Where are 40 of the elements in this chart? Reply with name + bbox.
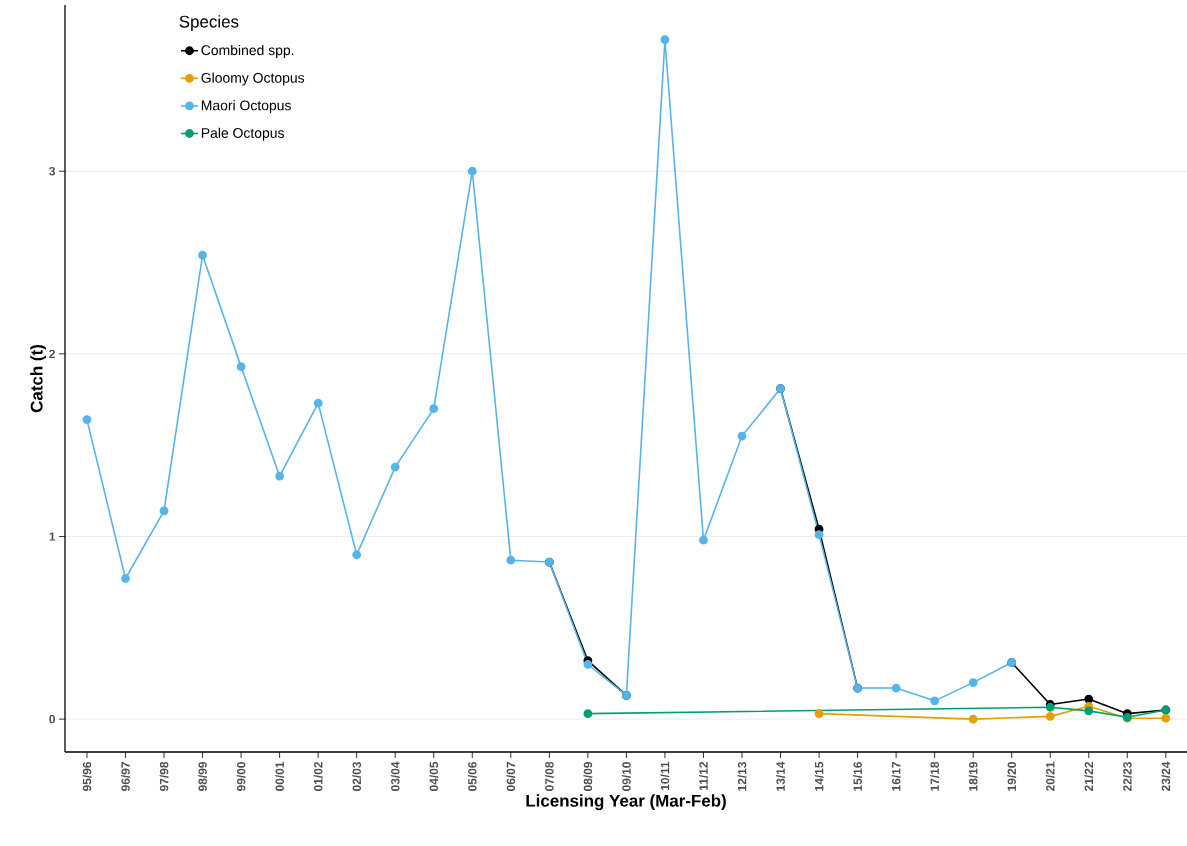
y-tick-label: 2 — [49, 349, 55, 359]
x-tick-label: 97/98 — [159, 761, 169, 792]
legend-label: Maori Octopus — [201, 100, 291, 114]
x-tick-label: 21/22 — [1084, 762, 1094, 792]
x-tick-label: 07/08 — [544, 761, 554, 791]
y-tick-label: 3 — [49, 166, 56, 176]
x-tick-label: 17/18 — [930, 761, 940, 791]
x-tick-label: 06/07 — [506, 762, 516, 791]
x-tick-label: 15/16 — [853, 761, 863, 791]
x-tick-label: 01/02 — [313, 762, 323, 791]
x-tick-label: 12/13 — [737, 761, 747, 791]
legend-label: Pale Octopus — [201, 127, 284, 141]
y-tick-label: 0 — [49, 714, 55, 724]
x-tick-label: 22/23 — [1122, 761, 1132, 792]
x-tick-label: 04/05 — [429, 761, 439, 791]
x-tick-label: 00/01 — [275, 761, 285, 791]
x-tick-label: 05/06 — [467, 761, 477, 791]
x-tick-label: 96/97 — [121, 762, 130, 792]
legend-title: Species — [179, 15, 239, 31]
x-tick-label: 03/04 — [390, 761, 400, 791]
x-tick-label: 10/11 — [660, 761, 670, 791]
x-tick-label: 08/09 — [583, 761, 593, 791]
y-tick-label: 1 — [49, 532, 56, 541]
x-tick-label: 02/03 — [352, 761, 362, 791]
x-axis-title: Licensing Year (Mar-Feb) — [526, 794, 726, 811]
x-tick-label: 16/17 — [891, 762, 901, 791]
x-tick-label: 09/10 — [621, 762, 631, 791]
x-tick-label: 11/12 — [699, 762, 708, 791]
legend-label: Combined spp. — [201, 44, 294, 58]
x-tick-label: 18/19 — [968, 761, 978, 791]
x-tick-label: 23/24 — [1161, 761, 1171, 792]
x-tick-label: 98/99 — [198, 761, 207, 792]
x-tick-label: 14/15 — [814, 761, 824, 791]
x-tick-label: 99/00 — [236, 762, 246, 792]
legend-label: Gloomy Octopus — [201, 72, 305, 86]
x-tick-label: 20/21 — [1045, 761, 1055, 792]
y-axis-title: Catch (t) — [30, 345, 46, 413]
x-tick-label: 13/14 — [776, 761, 785, 791]
x-tick-label: 95/96 — [82, 761, 92, 792]
x-tick-label: 19/20 — [1007, 762, 1017, 791]
